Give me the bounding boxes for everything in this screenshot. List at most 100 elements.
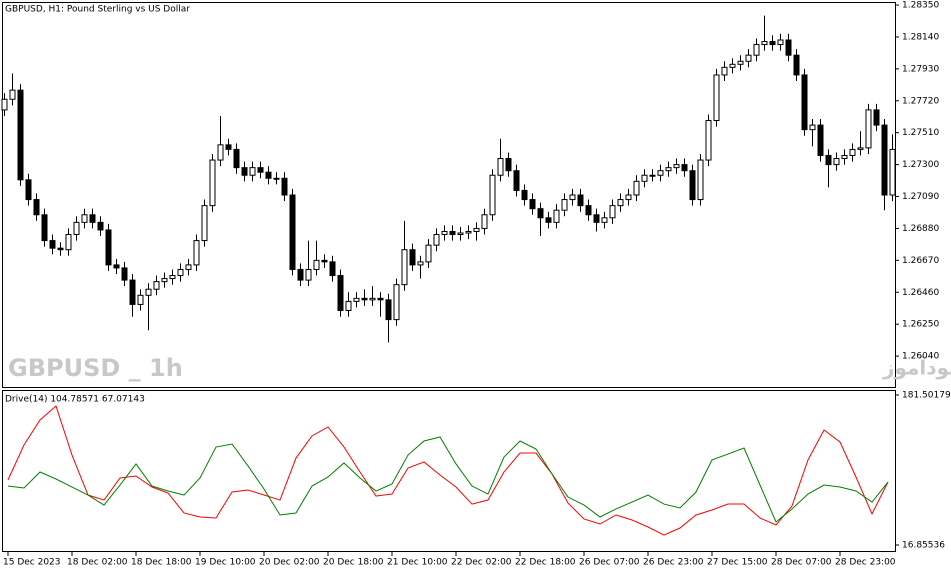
candle-body <box>433 234 440 246</box>
candle-body <box>593 214 600 223</box>
indicator-title: Drive(14) 104.78571 67.07143 <box>5 395 145 405</box>
x-tick-label: 28 Dec 23:00 <box>835 558 896 568</box>
candle-body <box>321 259 328 263</box>
candle-body <box>209 159 216 207</box>
candle-body <box>33 199 40 216</box>
y-tick-label: 1.26670 <box>902 256 939 266</box>
candle-body <box>225 144 232 150</box>
candle-body <box>745 54 752 62</box>
x-tick-label: 22 Dec 18:00 <box>515 558 576 568</box>
candle-body <box>1 98 8 111</box>
candle-body <box>657 170 664 176</box>
candle-body <box>809 124 816 131</box>
candle-body <box>561 199 568 211</box>
candle-body <box>129 279 136 305</box>
candle-body <box>449 230 456 236</box>
chart-title: GBPUSD, H1: Pound Sterling vs US Dollar <box>5 5 190 15</box>
candle-body <box>721 66 728 76</box>
candle-body <box>169 275 176 280</box>
candle-body <box>465 230 472 234</box>
y-tick-label: 1.26460 <box>902 288 939 298</box>
candle-body <box>233 148 240 169</box>
x-tick-label: 18 Dec 18:00 <box>131 558 192 568</box>
candle-body <box>81 214 88 223</box>
candle-body <box>737 60 744 65</box>
candle-body <box>769 41 776 46</box>
candle-body <box>297 268 304 281</box>
candle-body <box>73 221 80 236</box>
watermark-site: انتشار در سایت سودآموز <box>882 355 951 380</box>
candle-body <box>849 148 856 156</box>
candle-body <box>497 158 504 176</box>
candle-body <box>489 174 496 216</box>
candle-body <box>577 194 584 207</box>
candle-body <box>97 221 104 231</box>
candle-body <box>105 229 112 266</box>
candle-body <box>193 240 200 266</box>
x-tick-label: 20 Dec 02:00 <box>259 558 320 568</box>
candle-body <box>377 297 384 301</box>
candle-body <box>201 205 208 242</box>
candle-body <box>185 264 192 270</box>
candle-body <box>841 154 848 160</box>
y-tick-label: 1.27930 <box>902 64 939 74</box>
y-tick-label: 1.26040 <box>902 352 939 362</box>
candle-body <box>481 214 488 229</box>
candle-body <box>625 194 632 201</box>
x-tick-label: 18 Dec 02:00 <box>67 558 128 568</box>
watermark: GBPUSD _ 1h <box>8 354 183 382</box>
candle-body <box>273 177 280 180</box>
candle-body <box>569 194 576 201</box>
candle-body <box>513 170 520 191</box>
candle-body <box>761 41 768 46</box>
y-tick-label: 1.27720 <box>902 96 939 106</box>
candle-body <box>665 167 672 172</box>
candle-body <box>121 267 128 281</box>
candle-body <box>289 194 296 270</box>
candle-body <box>801 74 808 131</box>
candle-body <box>777 39 784 46</box>
candle-body <box>729 63 736 68</box>
candle-body <box>353 297 360 302</box>
candle-body <box>833 158 840 166</box>
candle-body <box>265 171 272 179</box>
candle-body <box>881 124 888 196</box>
candle-body <box>257 167 264 173</box>
x-tick-label: 28 Dec 07:00 <box>771 558 832 568</box>
candle-body <box>457 232 464 236</box>
y-tick-label: 1.27510 <box>902 128 939 138</box>
candle-body <box>385 299 392 321</box>
candle-body <box>825 154 832 166</box>
candle-body <box>113 264 120 269</box>
candle-body <box>673 164 680 169</box>
candle-body <box>337 275 344 311</box>
candle-body <box>633 180 640 196</box>
candle-body <box>177 268 184 277</box>
candle-body <box>689 170 696 201</box>
candle-body <box>641 174 648 182</box>
candle-body <box>553 209 560 223</box>
candle-body <box>505 158 512 172</box>
candle-body <box>889 148 896 196</box>
candle-body <box>89 214 96 223</box>
candle-body <box>305 268 312 281</box>
candle-body <box>873 109 880 126</box>
y-tick-label: 1.26250 <box>902 320 939 330</box>
x-tick-label: 26 Dec 23:00 <box>643 558 704 568</box>
x-tick-label: 26 Dec 07:00 <box>579 558 640 568</box>
x-tick-label: 22 Dec 02:00 <box>451 558 512 568</box>
candle-body <box>417 261 424 266</box>
candle-body <box>681 164 688 172</box>
candle-body <box>401 249 408 286</box>
candle-body <box>153 281 160 290</box>
candle-body <box>753 44 760 56</box>
y-tick-label: 1.26880 <box>902 224 939 234</box>
candle-body <box>313 259 320 270</box>
candle-body <box>329 261 336 277</box>
candle-body <box>793 54 800 76</box>
candle-body <box>441 230 448 236</box>
x-tick-label: 21 Dec 10:00 <box>387 558 448 568</box>
candle-body <box>369 297 376 301</box>
candle-body <box>41 214 48 242</box>
